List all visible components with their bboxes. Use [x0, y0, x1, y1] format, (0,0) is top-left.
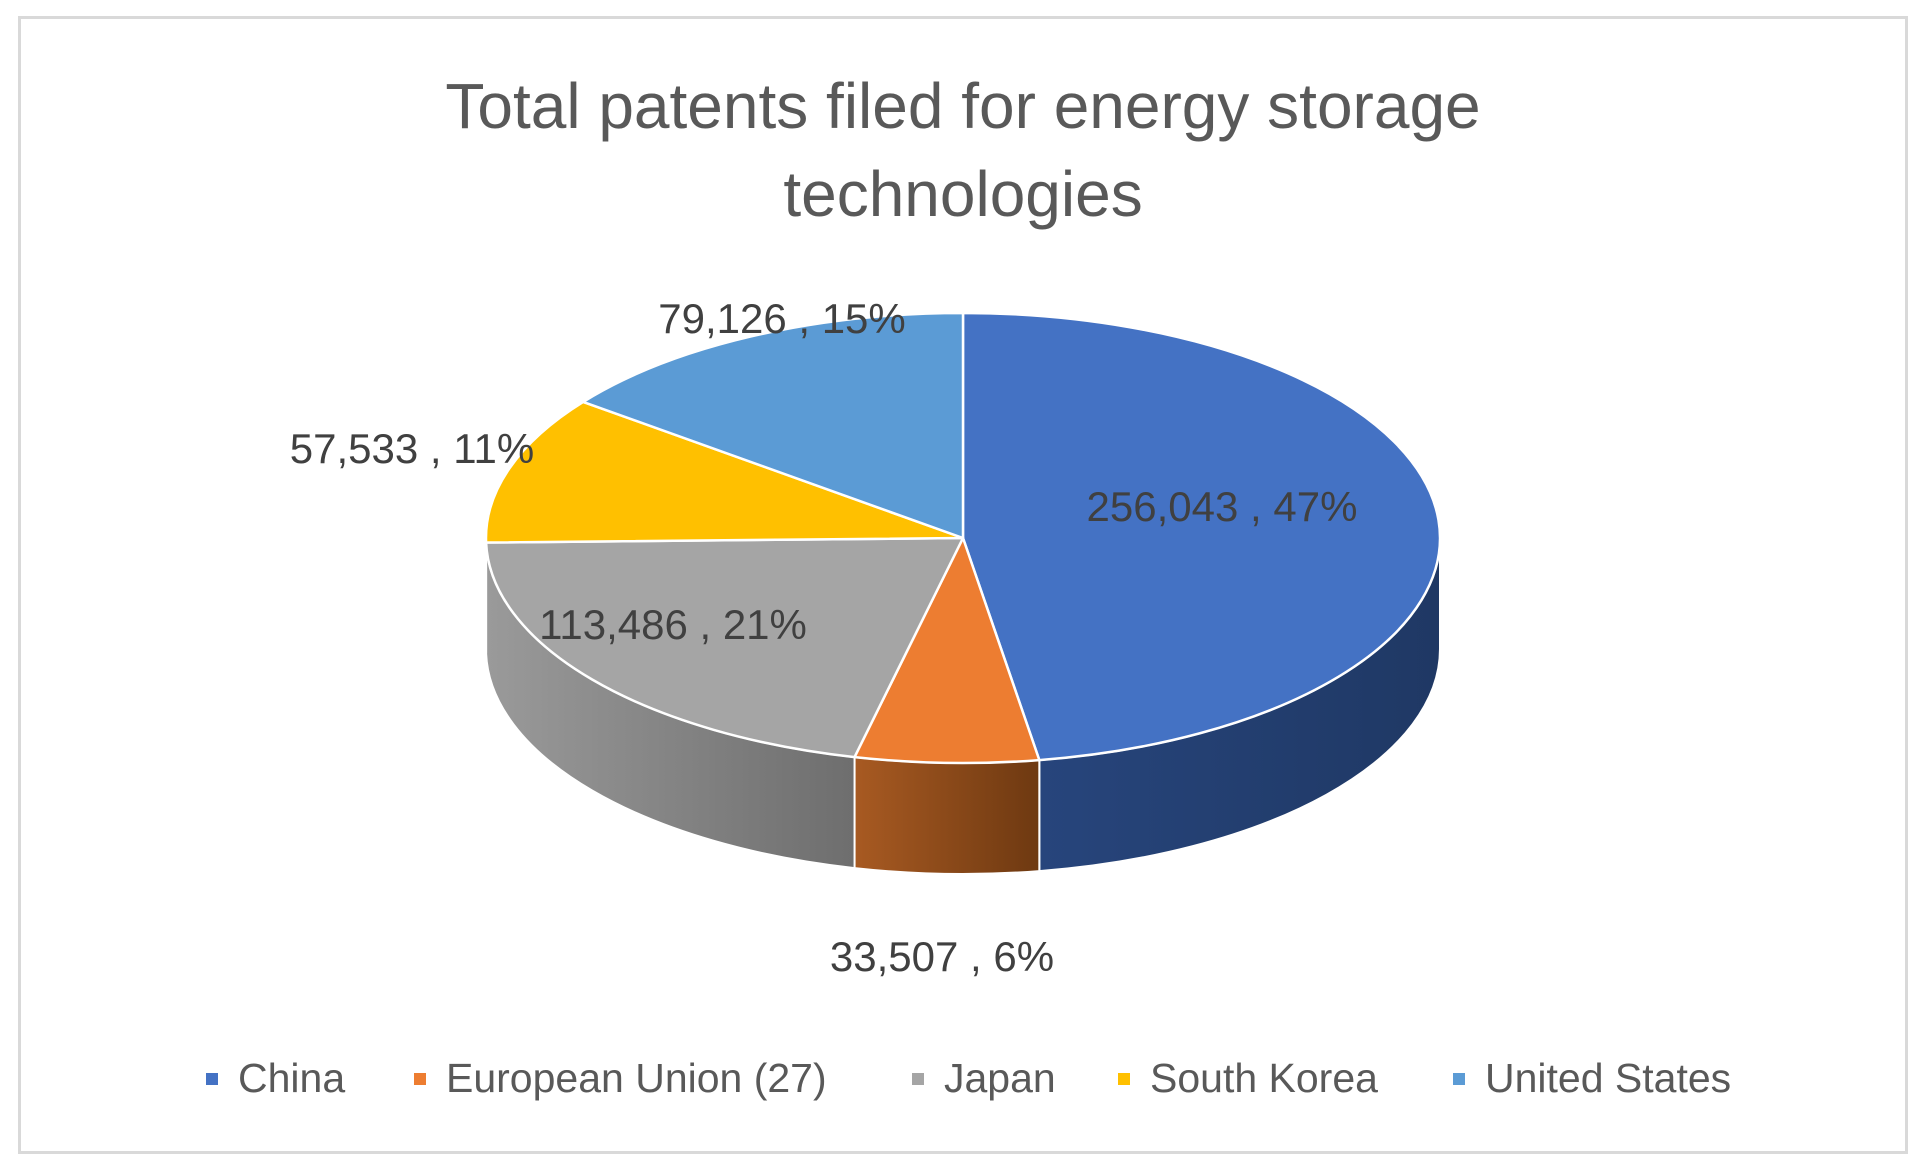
pie-sides — [484, 537, 1441, 875]
data-label-japan: 113,486 , 21% — [539, 601, 807, 648]
chart-title-line-1: Total patents filed for energy storage — [445, 70, 1480, 142]
data-label-united-states: 79,126 , 15% — [658, 295, 906, 342]
pie-slice-united-states — [581, 311, 965, 540]
legend-label-south-korea: South Korea — [1150, 1055, 1378, 1101]
pie-slice-china — [961, 311, 1442, 762]
legend-label-japan: Japan — [944, 1055, 1056, 1101]
pie-slice-japan — [484, 536, 965, 759]
pie-slice-south-korea — [484, 400, 965, 544]
chart-title-line-2: technologies — [783, 158, 1142, 230]
legend-swatch-united-states — [1453, 1073, 1465, 1085]
legend-swatch-china — [206, 1073, 218, 1085]
chart-title: Total patents filed for energy storage t… — [445, 70, 1480, 230]
pie-slices — [484, 311, 1442, 765]
pie-slice-european-union-27 — [853, 536, 1041, 765]
legend-label-china: China — [238, 1055, 345, 1101]
data-label-china: 256,043 , 47% — [1087, 483, 1358, 530]
legend-swatch-japan — [912, 1073, 924, 1085]
legend-label-european-union-27: European Union (27) — [446, 1055, 827, 1101]
pie-data-labels: 256,043 , 47% 33,507 , 6% 113,486 , 21% 57,… — [290, 295, 1358, 980]
data-label-south-korea: 57,533 , 11% — [290, 425, 534, 472]
legend: China European Union (27) Japan South Korea… — [206, 1055, 1731, 1101]
data-label-european-union-27: 33,507 , 6% — [830, 933, 1054, 980]
pie-side-european-union-27 — [853, 755, 1041, 875]
legend-swatch-european-union-27 — [414, 1073, 426, 1085]
legend-label-united-states: United States — [1485, 1055, 1731, 1101]
legend-swatch-south-korea — [1118, 1073, 1130, 1085]
